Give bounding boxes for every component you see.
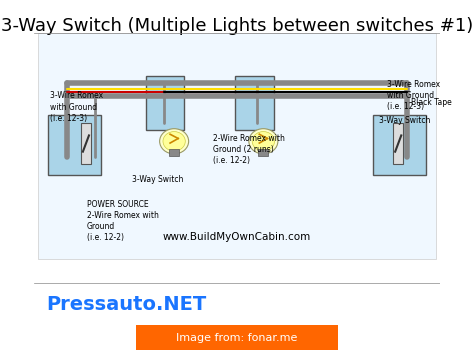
FancyBboxPatch shape xyxy=(48,115,101,175)
Bar xyxy=(169,149,179,156)
Text: 3-Way Switch: 3-Way Switch xyxy=(379,116,430,125)
Bar xyxy=(81,123,91,164)
Circle shape xyxy=(163,132,185,151)
Bar xyxy=(393,123,403,164)
Text: Pressauto.NET: Pressauto.NET xyxy=(46,295,207,314)
FancyBboxPatch shape xyxy=(136,326,338,350)
Text: 3-Wire Romex
with Ground
(i.e. 12-3): 3-Wire Romex with Ground (i.e. 12-3) xyxy=(50,92,103,122)
Bar xyxy=(258,149,268,156)
Text: 2-Wire Romex with
Ground (2 runs)
(i.e. 12-2): 2-Wire Romex with Ground (2 runs) (i.e. … xyxy=(213,134,284,165)
Text: 3-Way Switch (Multiple Lights between switches #1): 3-Way Switch (Multiple Lights between sw… xyxy=(1,17,473,35)
Text: Image from: fonar.me: Image from: fonar.me xyxy=(176,333,298,343)
Circle shape xyxy=(160,129,189,154)
FancyBboxPatch shape xyxy=(146,76,184,130)
Circle shape xyxy=(249,129,278,154)
FancyBboxPatch shape xyxy=(38,33,436,258)
Circle shape xyxy=(252,132,274,151)
Text: POWER SOURCE
2-Wire Romex with
Ground
(i.e. 12-2): POWER SOURCE 2-Wire Romex with Ground (i… xyxy=(87,200,159,242)
Text: 3-Way Switch: 3-Way Switch xyxy=(132,175,183,184)
Text: 3-Wire Romex
with Ground
(i.e. 12-3): 3-Wire Romex with Ground (i.e. 12-3) xyxy=(387,80,440,111)
FancyBboxPatch shape xyxy=(373,115,426,175)
Text: www.BuildMyOwnCabin.com: www.BuildMyOwnCabin.com xyxy=(163,233,311,242)
FancyBboxPatch shape xyxy=(235,76,273,130)
Text: Black Tape: Black Tape xyxy=(411,98,452,107)
